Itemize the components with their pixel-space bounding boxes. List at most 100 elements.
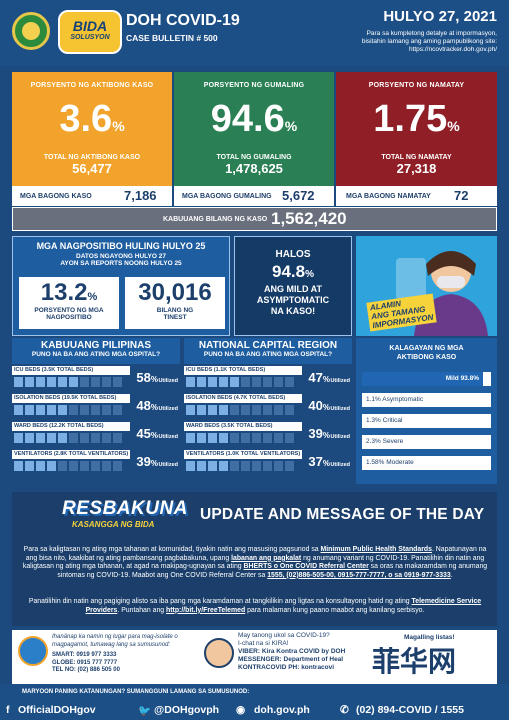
hospital-row-percent: 48% (136, 398, 158, 413)
facebook-link[interactable]: OfficialDOHgov (18, 704, 96, 716)
tel-number[interactable]: TEL NO: (02) 886 505 00 (52, 667, 120, 673)
kira-kontracovid[interactable]: KONTRACOVID PH: kontracovi (238, 664, 335, 671)
bar-segment (58, 377, 67, 387)
bar-segment (197, 377, 206, 387)
bar-segment (263, 405, 272, 415)
isolate-text: magpagamot, tumawag lang sa sumusunod: (52, 641, 171, 648)
severity-row: 2.3% Severe (362, 435, 491, 449)
hospital-row-percent: 39% (308, 426, 330, 441)
isolate-text: Ihanänap ka namin ng lugar para mag-isol… (52, 634, 178, 640)
utilized-label: Utilized (330, 406, 350, 412)
active-total-value: 56,477 (72, 161, 112, 176)
bar-segment (241, 461, 250, 471)
active-cases-card: PORSYENTO NG AKTIBONG KASO 3.6% TOTAL NG… (12, 72, 172, 186)
hospital-row: VENTILATORS (1.0K TOTAL VENTILATORS) 37% U… (184, 450, 352, 474)
severity-fill: Mild 93.8% (362, 372, 483, 386)
magaling-text: Magalling listas! (404, 634, 455, 641)
smart-number[interactable]: SMART: 0919 977 3333 (52, 652, 117, 658)
new-cases: MGA BAGONG KASO 7,186 (12, 186, 172, 206)
telemed-link[interactable]: http://bit.ly/FreeTelemed (166, 606, 246, 614)
bar-segment (274, 461, 283, 471)
tested-box: 30,016 BILANG NG TINEST (125, 277, 225, 329)
tested-label: TINEST (163, 314, 187, 321)
bar-segment (252, 405, 261, 415)
bar-segment (36, 377, 45, 387)
globe-icon: ◉ (236, 704, 246, 716)
utilization-bar (14, 405, 122, 415)
hospital-row: ISOLATION BEDS (4.7K TOTAL BEDS) 40% Utili… (184, 394, 352, 418)
active-cases-percent: 3.6% (59, 98, 125, 140)
positivity-rate-label: PORSYENTO NG MGA (34, 307, 104, 314)
bar-segment (208, 461, 217, 471)
bar-segment (69, 461, 78, 471)
bar-segment (36, 433, 45, 443)
utilization-bar (186, 405, 294, 415)
site-note-line: bisitahin lamang ang aming pampublikong … (361, 38, 497, 45)
bar-segment (47, 461, 56, 471)
bar-segment (69, 405, 78, 415)
bar-segment (252, 461, 261, 471)
kira-viber[interactable]: VIBER: Kira Kontra COVID by DOH (238, 648, 346, 655)
update-paragraph-2: Panatilihin din natin ang pagiging alist… (28, 598, 482, 614)
website-link[interactable]: doh.gov.ph (254, 704, 310, 716)
twitter-link[interactable]: @DOHgovph (154, 704, 220, 716)
bar-segment (91, 405, 100, 415)
halos-label: HALOS (275, 249, 311, 260)
doh-seal-logo (12, 12, 50, 50)
bar-segment (113, 377, 122, 387)
bar-segment (102, 433, 111, 443)
site-note-link[interactable]: https://ncovtracker.doh.gov.ph/ (408, 46, 497, 53)
kira-text: May tanong ukol sa COVID-19? (238, 632, 330, 639)
recovered-card: PORSYENTO NG GUMALING 94.6% TOTAL NG GUM… (174, 72, 334, 186)
new-deaths-value: 72 (454, 188, 469, 203)
bar-segment (285, 405, 294, 415)
bida-logo: BIDA SOLUSYON (58, 10, 122, 54)
bar-segment (197, 405, 206, 415)
promo-image: ALAMIN ANG TAMANG IMPORMASYON (356, 236, 497, 336)
hospital-row-percent: 37% (308, 454, 330, 469)
bar-segment (14, 377, 23, 387)
utilized-label: Utilized (330, 434, 350, 440)
bar-segment (219, 377, 228, 387)
hospital-ph-title: KABUUANG PILIPINAS (40, 340, 151, 351)
bulletin-date: HULYO 27, 2021 (383, 8, 497, 25)
bar-segment (69, 377, 78, 387)
bar-segment (58, 433, 67, 443)
bar-segment (14, 461, 23, 471)
resbakuna-tagline: KASANGGA NG BIDA (72, 520, 155, 529)
bar-segment (230, 377, 239, 387)
kira-messenger[interactable]: MESSENGER: Department of Heal (238, 656, 344, 663)
utilized-label: Utilized (158, 406, 178, 412)
positivity-sub: DATOS NGAYONG HULYO 27 (76, 253, 166, 260)
positivity-title: MGA NAGPOSITIBO HULING HULYO 25 (36, 241, 206, 251)
hospital-ncr-list: ICU BEDS (1.1K TOTAL BEDS) 47% Utilized ISO… (184, 366, 352, 478)
bar-segment (263, 433, 272, 443)
utilized-label: Utilized (158, 378, 178, 384)
hospital-ncr-header: NATIONAL CAPITAL REGION PUNO NA BA ANG A… (184, 338, 352, 364)
hospital-row-label: WARD BEDS (12.2K TOTAL BEDS) (12, 422, 130, 431)
bar-segment (47, 377, 56, 387)
positivity-rate: 13.2 (40, 279, 88, 306)
hospital-row: WARD BEDS (12.2K TOTAL BEDS) 45% Utilized (12, 422, 180, 446)
bar-segment (102, 377, 111, 387)
update-section: Para sa kaligtasan ng ating mga tahanan … (12, 492, 497, 626)
bar-segment (14, 433, 23, 443)
bar-segment (69, 433, 78, 443)
bar-segment (102, 405, 111, 415)
bar-segment (25, 461, 34, 471)
hospital-row-label: WARD BEDS (3.5K TOTAL BEDS) (184, 422, 302, 431)
bar-segment (219, 405, 228, 415)
positivity-rate-label: NAGPOSITIBO (46, 314, 92, 321)
globe-number[interactable]: GLOBE: 0915 777 7777 (52, 659, 118, 666)
bar-segment (113, 405, 122, 415)
deaths-percent: 1.75% (373, 98, 460, 140)
deaths-card: PORSYENTO NG NAMATAY 1.75% TOTAL NG NAMA… (336, 72, 497, 186)
positivity-rate-box: 13.2% PORSYENTO NG MGA NAGPOSITIBO (19, 277, 119, 329)
severity-row: 1.3% Critical (362, 414, 491, 428)
bar-segment (285, 461, 294, 471)
hotline[interactable]: (02) 894-COVID / 1555 (356, 704, 464, 716)
hospital-row-percent: 58% (136, 370, 158, 385)
bar-segment (197, 433, 206, 443)
bar-segment (230, 433, 239, 443)
recovered-percent: 94.6% (210, 98, 298, 140)
